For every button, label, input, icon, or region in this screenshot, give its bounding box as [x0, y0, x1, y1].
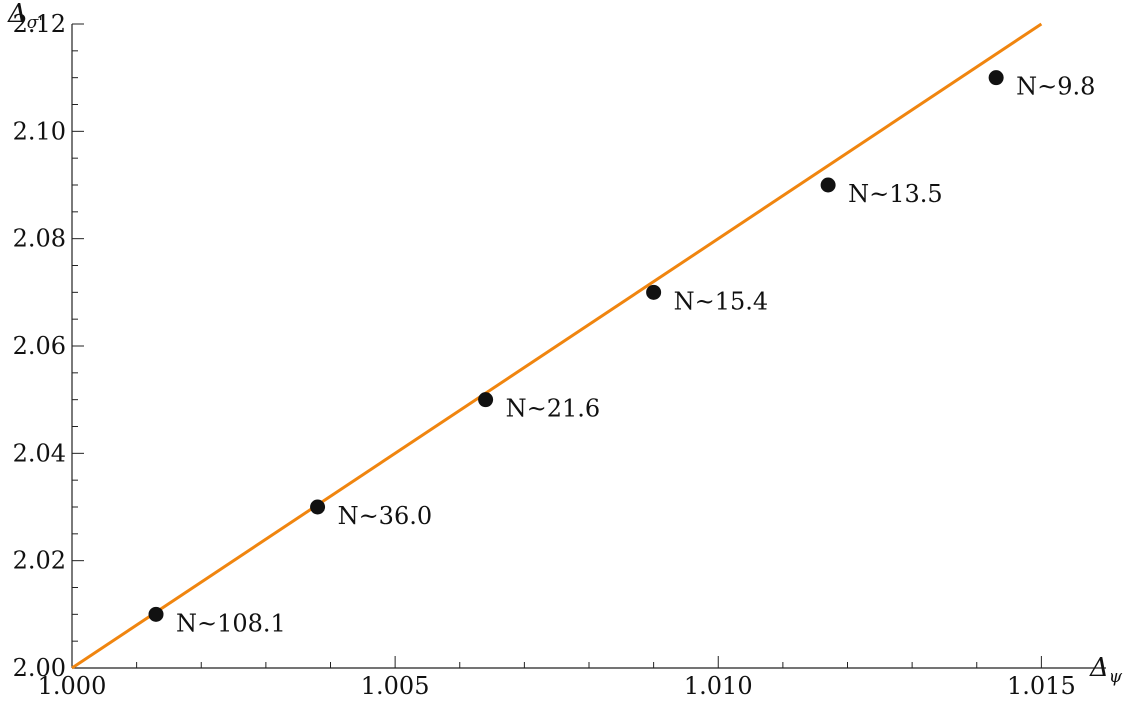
- data-point: [646, 284, 662, 300]
- data-point-label: N~21.6: [506, 395, 601, 423]
- data-point: [148, 606, 164, 622]
- data-point: [820, 177, 836, 193]
- data-point: [310, 499, 326, 515]
- x-tick-label: 1.010: [684, 672, 753, 700]
- fit-line-group: [71, 22, 1043, 670]
- axis-labels: Δσ' Δψ: [7, 0, 1123, 687]
- fit-line: [71, 22, 1043, 670]
- data-point-label: N~13.5: [848, 180, 943, 208]
- y-tick-label: 2.04: [13, 439, 66, 467]
- axes: [71, 24, 1106, 669]
- y-tick-label: 2.12: [13, 10, 66, 38]
- y-axis-label: Δσ': [7, 0, 43, 33]
- y-tick-label: 2.02: [13, 547, 66, 575]
- x-tick-label: 1.000: [38, 672, 107, 700]
- y-tick-label: 2.00: [13, 654, 66, 682]
- y-tick-label: 2.06: [13, 332, 66, 360]
- y-tick-label: 2.10: [13, 117, 66, 145]
- data-point-label: N~36.0: [338, 502, 433, 530]
- ticks: 1.000 1.005 1.010 1.015 2.00 2.02 2.04 2.06 2.08…: [13, 10, 1076, 700]
- data-point-label: N~108.1: [176, 609, 286, 637]
- data-point: [478, 392, 494, 408]
- data-points: [148, 70, 1004, 622]
- x-tick-label: 1.015: [1007, 672, 1076, 700]
- y-tick-label: 2.08: [13, 225, 66, 253]
- data-point-label: N~9.8: [1016, 73, 1095, 101]
- data-point: [988, 70, 1004, 86]
- data-point-label: N~15.4: [674, 287, 769, 315]
- point-labels: N~108.1 N~36.0 N~21.6 N~15.4 N~13.5 N~9.8: [176, 73, 1095, 638]
- x-axis-label: Δψ: [1089, 653, 1123, 687]
- x-tick-label: 1.005: [361, 672, 430, 700]
